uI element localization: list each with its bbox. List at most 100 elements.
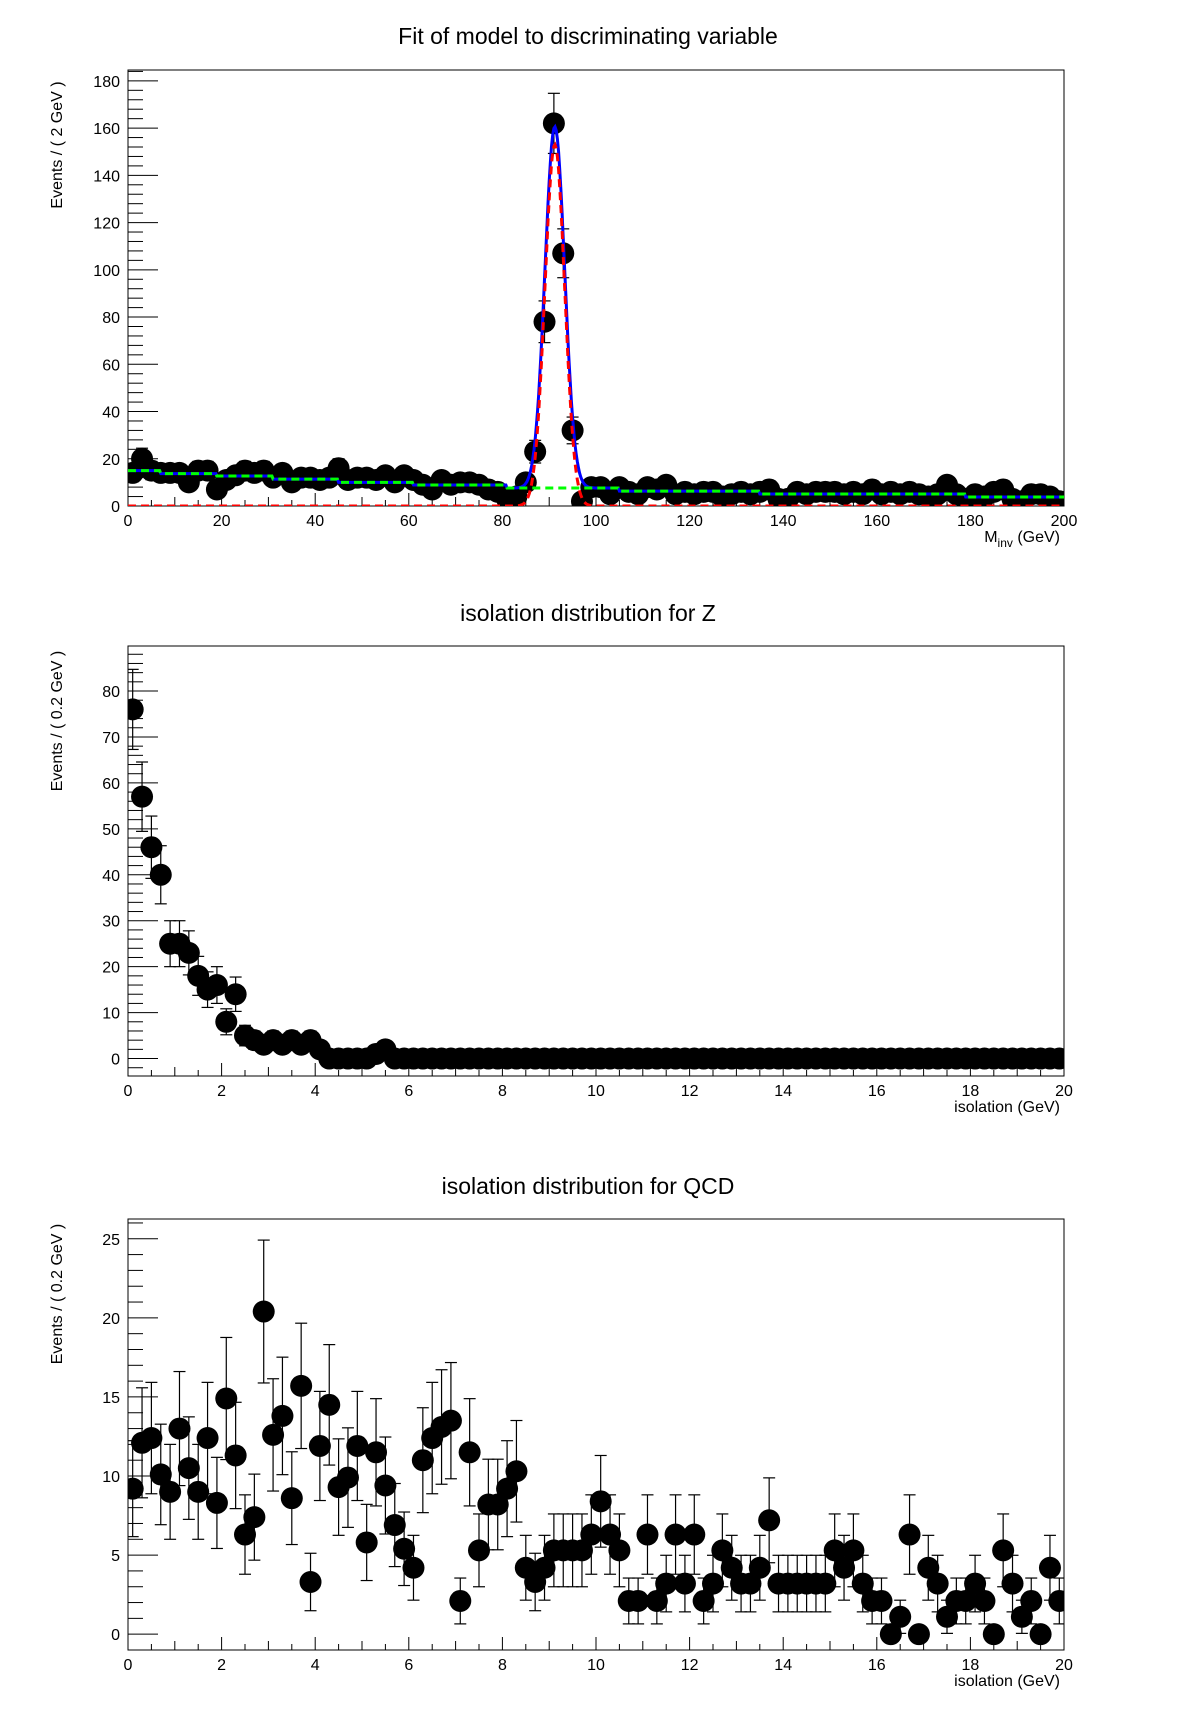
data-point: [149, 1463, 172, 1486]
x-tick-label: 2: [217, 1657, 226, 1674]
data-point: [608, 1539, 631, 1562]
x-tick-label: 20: [1055, 1083, 1073, 1100]
y-tick-label: 40: [102, 868, 120, 885]
y-axis-title: Events / ( 0.2 GeV ): [49, 651, 66, 792]
x-tick-label: 18: [962, 1657, 980, 1674]
chart-title: isolation distribution for QCD: [442, 1173, 735, 1199]
data-layer: [128, 92, 1064, 506]
data-point: [346, 1434, 369, 1457]
data-point: [1020, 1589, 1043, 1612]
data-point: [234, 1523, 256, 1546]
data-point: [542, 112, 565, 135]
y-tick-label: 40: [102, 405, 120, 422]
data-point: [570, 1539, 593, 1562]
data-point: [748, 1556, 771, 1579]
x-tick-label: 14: [774, 1657, 792, 1674]
data-point: [290, 1374, 313, 1397]
y-tick-label: 70: [102, 730, 120, 747]
x-tick-label: 80: [494, 513, 512, 530]
data-point: [720, 1556, 743, 1579]
y-tick-label: 140: [93, 168, 120, 185]
data-point: [215, 1387, 238, 1410]
data-point: [496, 1477, 519, 1500]
x-tick-label: 4: [311, 1083, 320, 1100]
data-point: [580, 1523, 603, 1546]
data-point: [655, 1572, 678, 1595]
chart-title: isolation distribution for Z: [460, 600, 716, 626]
y-tick-label: 60: [102, 776, 120, 793]
data-point: [533, 310, 556, 333]
x-tick-label: 180: [957, 513, 984, 530]
data-point: [128, 1477, 144, 1500]
y-tick-label: 30: [102, 914, 120, 931]
data-point: [196, 1427, 219, 1450]
y-tick-label: 50: [102, 822, 120, 839]
data-point: [205, 974, 228, 997]
data-point: [355, 1531, 378, 1554]
chart-title: Fit of model to discriminating variable: [398, 23, 778, 49]
data-point: [140, 836, 163, 859]
data-point: [336, 1466, 359, 1489]
plot-1: Fit of model to discriminating variable 0…: [49, 23, 1077, 550]
data-point: [486, 1493, 509, 1516]
data-point: [739, 1572, 762, 1595]
y-axis-title: Events / ( 2 GeV ): [49, 81, 66, 208]
data-point: [702, 1572, 724, 1595]
data-point: [1048, 490, 1064, 506]
y-tick-label: 10: [102, 1006, 120, 1023]
plot-3: isolation distribution for QCD 0 2 4 6 8 10 12 1…: [49, 1173, 1073, 1690]
x-tick-label: 6: [404, 1657, 413, 1674]
data-point: [131, 785, 154, 808]
y-tick-label: 5: [111, 1548, 120, 1565]
data-point: [252, 1300, 275, 1323]
data-point: [627, 1589, 650, 1612]
x-tick-label: 18: [962, 1083, 980, 1100]
data-point: [589, 1490, 612, 1513]
x-tick-label: 10: [587, 1657, 605, 1674]
data-point: [692, 1589, 715, 1612]
x-tick-label: 10: [587, 1083, 605, 1100]
data-point: [683, 1523, 706, 1546]
y-tick-label: 180: [93, 74, 120, 91]
data-point: [402, 1556, 425, 1579]
data-point: [917, 1556, 940, 1579]
data-point: [196, 459, 219, 482]
x-tick-label: 20: [1055, 1657, 1073, 1674]
x-tick-label: 40: [306, 513, 324, 530]
data-point: [973, 1589, 996, 1612]
data-point: [954, 1589, 977, 1612]
y-tick-label: 20: [102, 1311, 120, 1328]
data-point: [1010, 1605, 1033, 1628]
data-point: [149, 863, 172, 886]
x-axis-title: isolation (GeV): [954, 1099, 1060, 1116]
data-point: [1048, 1047, 1064, 1070]
x-tick-label: 8: [498, 1083, 507, 1100]
x-tick-label: 8: [498, 1657, 507, 1674]
data-point: [365, 1441, 388, 1464]
data-point: [393, 1537, 416, 1560]
plot-frame: [127, 69, 1065, 507]
x-axis-title-subscript: inv: [998, 536, 1013, 550]
data-point: [870, 1589, 893, 1612]
x-tick-label: 0: [124, 1083, 133, 1100]
x-tick-label: 120: [676, 513, 703, 530]
data-point: [224, 983, 247, 1006]
plot-2: isolation distribution for Z 0 2 4 6 8 10 12 14 1…: [49, 600, 1073, 1116]
data-point: [898, 1523, 921, 1546]
data-layer: [128, 1239, 1064, 1646]
data-point: [458, 1441, 481, 1464]
data-point: [1048, 1589, 1064, 1612]
data-point: [907, 1623, 930, 1646]
x-tick-label: 60: [400, 513, 418, 530]
x-axis-title: isolation (GeV): [954, 1673, 1060, 1690]
data-point: [177, 1457, 200, 1480]
data-point: [299, 1570, 322, 1593]
data-point: [374, 1474, 397, 1497]
y-tick-label: 120: [93, 216, 120, 233]
data-point: [936, 1605, 958, 1628]
x-tick-label: 0: [124, 513, 133, 530]
x-tick-label: 4: [311, 1657, 320, 1674]
data-point: [842, 1539, 865, 1562]
y-tick-label: 0: [111, 1052, 120, 1069]
data-point: [140, 1427, 163, 1450]
